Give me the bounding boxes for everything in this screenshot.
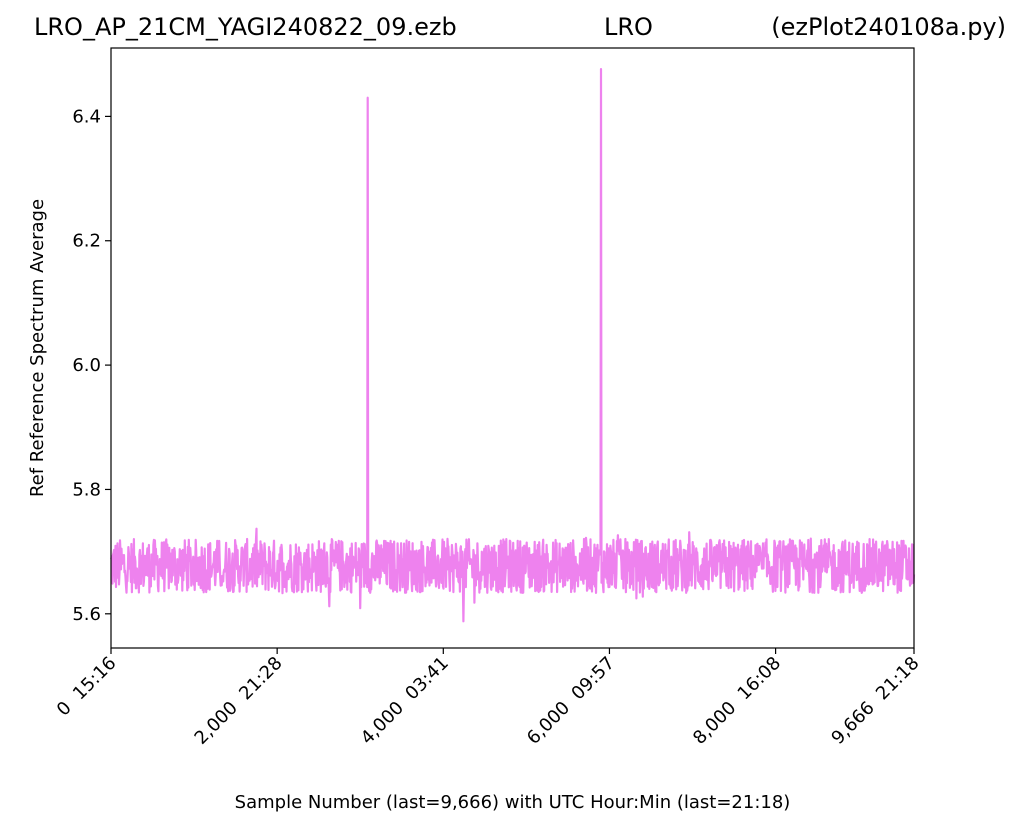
- x-tick-label: 9,666 21:18: [827, 653, 923, 749]
- ticks-layer: 5.6 5.8 6.0 6.2 6.4 0 15:16 2,000 21:28 4,000 0…: [53, 106, 924, 748]
- chart-file-title: LRO_AP_21CM_YAGI240822_09.ezb: [34, 13, 457, 41]
- series-line: [109, 68, 916, 623]
- y-tick-label: 6.0: [72, 355, 101, 376]
- y-tick-label: 6.4: [72, 106, 101, 127]
- x-tick-label: 6,000 09:57: [523, 653, 619, 749]
- y-axis-label: Ref Reference Spectrum Average: [27, 199, 48, 497]
- y-tick-label: 5.6: [72, 604, 101, 625]
- x-axis-label: Sample Number (last=9,666) with UTC Hour…: [235, 792, 791, 813]
- x-tick-label: 0 15:16: [53, 653, 121, 721]
- x-tick-label: 4,000 03:41: [357, 653, 453, 749]
- plot-frame: [110, 47, 915, 649]
- x-tick-label: 8,000 16:08: [689, 653, 785, 749]
- y-tick-label: 5.8: [72, 479, 101, 500]
- chart-script-title: (ezPlot240108a.py): [771, 13, 1006, 41]
- y-tick-label: 6.2: [72, 231, 101, 252]
- series-layer: [109, 68, 916, 623]
- chart-station-title: LRO: [604, 13, 653, 41]
- x-tick-label: 2,000 21:28: [191, 653, 287, 749]
